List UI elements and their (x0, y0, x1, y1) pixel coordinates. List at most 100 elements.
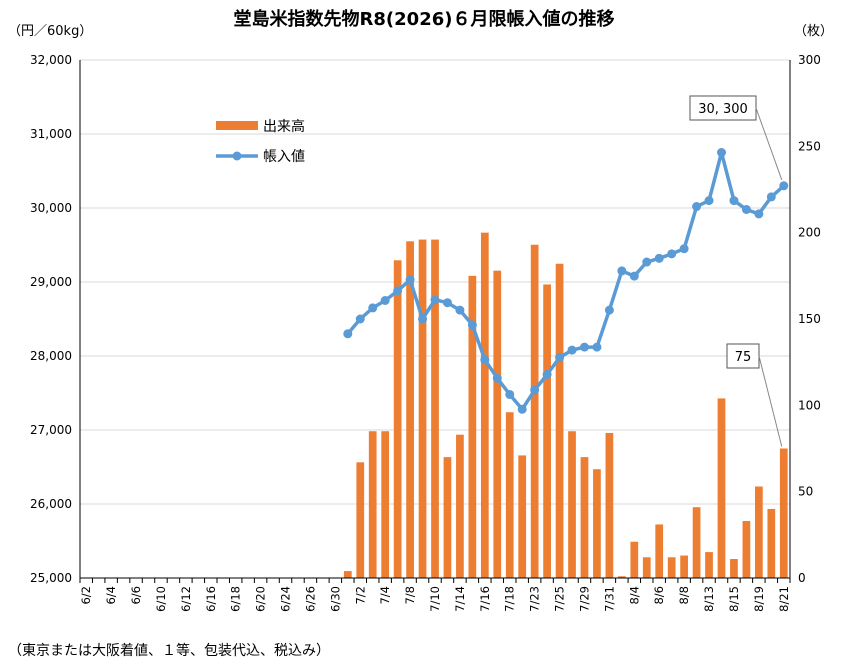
x-tick-label: 6/26 (303, 586, 317, 612)
volume-bar (368, 431, 377, 578)
x-tick-label: 8/6 (652, 586, 666, 605)
volume-bar (617, 576, 626, 578)
volume-bar (717, 398, 726, 578)
settlement-point (542, 370, 552, 379)
x-tick-label: 7/10 (428, 586, 442, 612)
settlement-point (555, 352, 565, 362)
y-left-tick-label: 32,000 (30, 53, 72, 67)
volume-bar (767, 508, 776, 578)
volume-bar (680, 555, 688, 578)
x-tick-label: 6/2 (79, 586, 93, 605)
x-tick-label: 7/23 (528, 586, 542, 612)
x-tick-label: 7/31 (602, 586, 616, 612)
settlement-point (667, 249, 677, 259)
y-left-tick-label: 29,000 (30, 275, 72, 289)
x-tick-label: 8/4 (627, 586, 641, 605)
settlement-point (467, 320, 477, 330)
volume-bar (343, 571, 352, 578)
legend: 出来高 帳入値 (216, 118, 305, 165)
axes (79, 60, 791, 583)
volume-bar (754, 486, 763, 578)
y-right-tick-label: 300 (798, 53, 821, 67)
left-axis-ticks: 25,000 26,000 27,000 28,000 29,000 30,000 31,0… (30, 53, 72, 585)
x-tick-label: 6/30 (328, 586, 342, 612)
settlement-point (741, 204, 751, 214)
settlement-point (455, 305, 465, 315)
callouts: 30, 300 75 (689, 95, 783, 447)
settlement-point (629, 271, 639, 281)
volume-bar (605, 432, 614, 578)
settlement-point (355, 314, 365, 324)
volume-bar (381, 431, 390, 578)
x-tick-label: 6/16 (204, 586, 218, 612)
settlement-point (442, 298, 452, 308)
x-tick-label: 8/21 (777, 586, 791, 612)
settlement-point (642, 257, 652, 267)
y-right-tick-label: 200 (798, 226, 821, 240)
settlement-point (418, 314, 428, 324)
settlement-point (716, 148, 726, 157)
settlement-point (480, 355, 490, 365)
volume-bar (742, 521, 751, 578)
volume-bar (642, 557, 651, 578)
volume-bar (406, 241, 414, 579)
x-tick-label: 7/16 (478, 586, 492, 612)
x-tick-label: 7/2 (353, 586, 367, 605)
x-tick-label: 6/4 (104, 586, 118, 605)
legend-bar-label: 出来高 (263, 118, 305, 135)
volume-bar (431, 239, 439, 578)
settlement-point (654, 253, 664, 263)
x-tick-label: 8/8 (677, 586, 691, 605)
settlement-point (505, 389, 515, 399)
volume-bar (468, 275, 477, 578)
x-tick-label: 8/15 (727, 586, 741, 612)
y-right-tick-label: 100 (798, 398, 821, 412)
x-tick-label: 6/10 (154, 586, 168, 612)
legend-line-label: 帳入値 (263, 149, 305, 165)
x-tick-label: 7/18 (503, 586, 517, 612)
x-tick-label: 6/6 (129, 586, 143, 605)
volume-bar (493, 270, 502, 578)
settlement-point (617, 266, 627, 276)
settlement-point (679, 244, 689, 254)
volume-bar (393, 260, 402, 578)
legend-line-marker (232, 151, 242, 161)
volume-bar (580, 457, 589, 578)
callout-box (726, 343, 760, 369)
y-left-tick-label: 28,000 (30, 349, 72, 363)
settlement-point (380, 296, 390, 305)
x-tick-label: 6/12 (179, 586, 193, 612)
y-right-tick-label: 250 (798, 139, 821, 153)
settlement-point (430, 295, 440, 305)
x-tick-label: 7/8 (403, 586, 417, 605)
volume-bar (418, 239, 427, 578)
volume-bar (667, 557, 676, 578)
volume-bar (779, 448, 788, 578)
volume-bar (356, 462, 365, 578)
line-series (343, 148, 789, 414)
y-left-tick-label: 31,000 (30, 127, 72, 141)
callout-label: 30, 300 (698, 102, 748, 117)
volume-bar (730, 559, 738, 578)
callout-label: 75 (735, 350, 752, 365)
settlement-point (779, 181, 789, 191)
settlement-point (704, 196, 714, 206)
right-axis-unit: （枚） (794, 24, 833, 39)
settlement-point (368, 303, 378, 313)
x-tick-label: 8/13 (702, 586, 716, 612)
callout-box (689, 95, 757, 121)
chart-title: 堂島米指数先物R8(2026)６月限帳入値の推移 (234, 8, 615, 30)
settlement-point (766, 192, 776, 202)
y-left-tick-label: 27,000 (30, 423, 72, 437)
settlement-point (579, 342, 589, 352)
y-right-tick-label: 50 (798, 485, 813, 499)
y-right-tick-label: 150 (798, 312, 821, 326)
x-tick-label: 6/20 (254, 586, 268, 612)
y-left-tick-label: 25,000 (30, 571, 72, 585)
right-axis-ticks: 0 50 100 150 200 250 300 (798, 53, 821, 585)
x-tick-label: 7/14 (453, 586, 467, 612)
volume-bar (480, 232, 489, 578)
x-tick-label: 6/24 (279, 586, 293, 612)
volume-bar (692, 507, 701, 578)
